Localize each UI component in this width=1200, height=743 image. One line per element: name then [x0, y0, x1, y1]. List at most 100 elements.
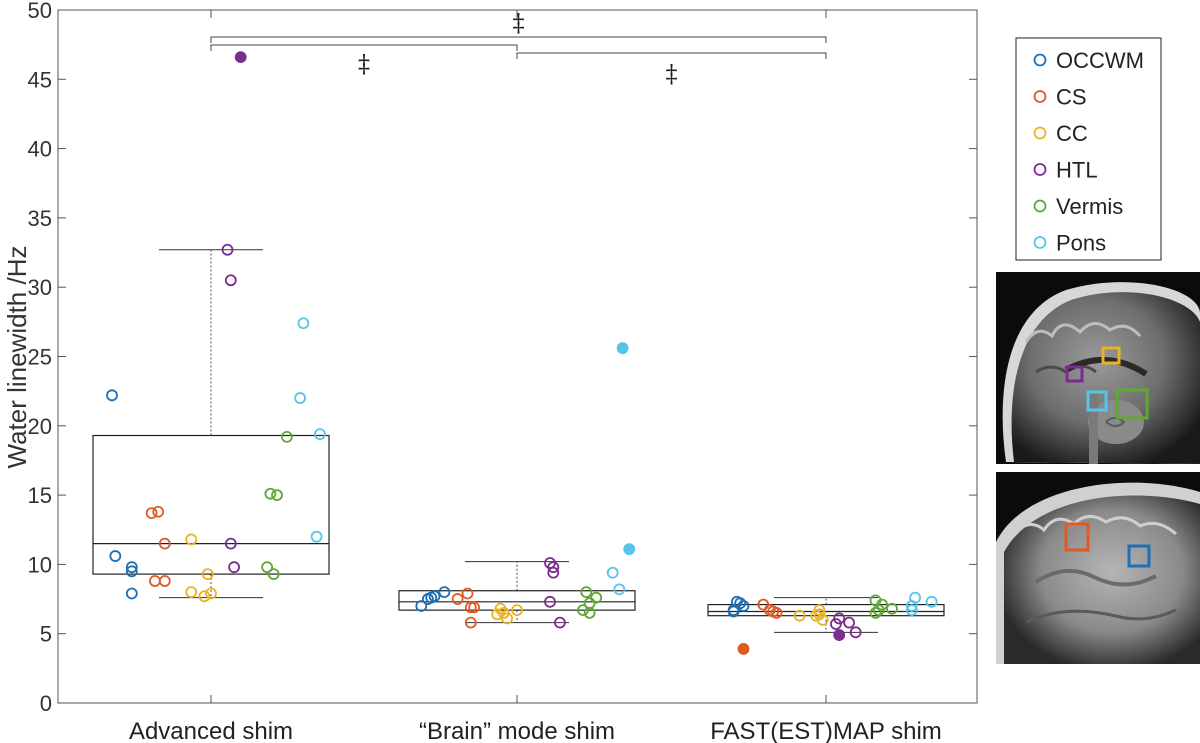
sagittal-mri-bottom-panel — [996, 472, 1200, 664]
y-tick-label: 50 — [28, 0, 52, 23]
data-point — [461, 587, 474, 600]
data-point — [925, 595, 938, 608]
legend: OCCWM CS CC HTL Vermis Pons — [1015, 37, 1162, 261]
legend-label: Vermis — [1056, 194, 1123, 219]
category-label: FAST(EST)MAP shim — [710, 718, 942, 743]
data-point — [580, 586, 593, 599]
data-point — [264, 487, 277, 500]
data-point — [267, 568, 280, 581]
significance-marker: ‡ — [358, 50, 370, 78]
data-point — [198, 590, 211, 603]
data-point — [544, 595, 556, 608]
data-point — [511, 604, 523, 617]
data-point — [415, 600, 428, 612]
roi-cs-marker — [1064, 522, 1090, 552]
data-point — [816, 613, 829, 626]
legend-label: Pons — [1056, 231, 1106, 256]
data-point — [606, 566, 619, 579]
legend-marker — [1033, 90, 1047, 103]
sagittal-mri-top-image — [996, 272, 1200, 464]
series-occwm — [106, 389, 750, 618]
significance-bracket: ‡ — [210, 9, 827, 43]
roi-pons-marker — [1086, 390, 1108, 412]
data-point — [491, 608, 504, 621]
data-point — [793, 609, 806, 622]
data-point — [224, 537, 237, 550]
legend-entry: OCCWM — [1033, 48, 1144, 73]
data-point — [148, 575, 161, 587]
data-point — [869, 607, 882, 619]
boxplots — [92, 249, 945, 633]
outlier-point — [833, 629, 846, 641]
outlier-point — [737, 643, 750, 655]
y-tick-label: 20 — [28, 414, 52, 439]
data-point — [201, 568, 214, 581]
roi-htl-marker — [1065, 365, 1084, 383]
legend-box — [1015, 37, 1162, 261]
roi-markers-bottom — [1064, 522, 1151, 568]
roi-markers-top — [1065, 346, 1149, 420]
y-tick-label: 45 — [28, 67, 52, 92]
outlier-point — [234, 51, 247, 64]
y-tick-label: 10 — [28, 552, 52, 577]
data-point — [280, 430, 293, 443]
legend-label: CC — [1056, 121, 1088, 146]
boxplot — [92, 249, 330, 599]
box-iqr — [398, 590, 636, 611]
data-point — [843, 616, 855, 629]
legend-marker — [1033, 199, 1047, 213]
data-point — [221, 243, 234, 256]
y-tick-label: 0 — [40, 691, 52, 716]
data-point — [770, 607, 783, 619]
data-point — [125, 565, 138, 578]
legend-entry: HTL — [1033, 158, 1098, 183]
y-axis-title: Water linewidth /Hz — [2, 246, 32, 469]
bracket-line — [210, 36, 827, 43]
data-point — [464, 601, 477, 614]
data-point — [294, 392, 307, 404]
data-point — [271, 489, 283, 502]
outlier-point — [616, 342, 629, 355]
data-point — [310, 530, 323, 543]
y-tick-label: 5 — [40, 622, 52, 647]
legend-marker — [1033, 53, 1047, 67]
data-point — [727, 605, 740, 618]
sagittal-mri-bottom-image — [996, 472, 1200, 664]
data-point — [872, 604, 885, 617]
data-point — [158, 575, 171, 587]
bracket-line — [516, 52, 827, 59]
data-point — [464, 616, 477, 629]
data-points — [106, 51, 938, 655]
y-tick-label: 25 — [28, 345, 52, 370]
data-point — [145, 507, 158, 520]
data-point — [468, 601, 481, 614]
roi-occwm-marker — [1127, 544, 1151, 568]
data-point — [152, 505, 165, 518]
data-point — [547, 561, 560, 574]
data-point — [886, 602, 898, 615]
y-tick-label: 40 — [28, 137, 52, 162]
axes: Water linewidth /Hz 0 5 10 15 20 25 30 35 40 45 50… — [2, 0, 977, 743]
legend-entry: Vermis — [1033, 194, 1123, 219]
legend-label: CS — [1056, 85, 1087, 110]
data-point — [261, 561, 274, 574]
data-point — [554, 616, 566, 629]
data-point — [313, 428, 326, 441]
bracket-line — [210, 44, 518, 51]
roi-cc-marker — [1101, 346, 1121, 365]
significance-bracket: ‡ — [516, 52, 827, 88]
data-point — [497, 607, 510, 619]
data-point — [583, 607, 596, 619]
category-label: “Brain” mode shim — [419, 718, 615, 743]
data-point — [613, 583, 626, 596]
y-tick-label: 30 — [28, 275, 52, 300]
roi-vermis-marker — [1115, 388, 1149, 420]
data-point — [577, 604, 589, 617]
sagittal-mri-top-panel — [996, 272, 1200, 464]
legend-entry: Pons — [1033, 231, 1106, 256]
data-point — [158, 537, 171, 550]
y-tick-label: 35 — [28, 206, 52, 231]
data-point — [106, 389, 118, 402]
data-point — [737, 600, 750, 612]
